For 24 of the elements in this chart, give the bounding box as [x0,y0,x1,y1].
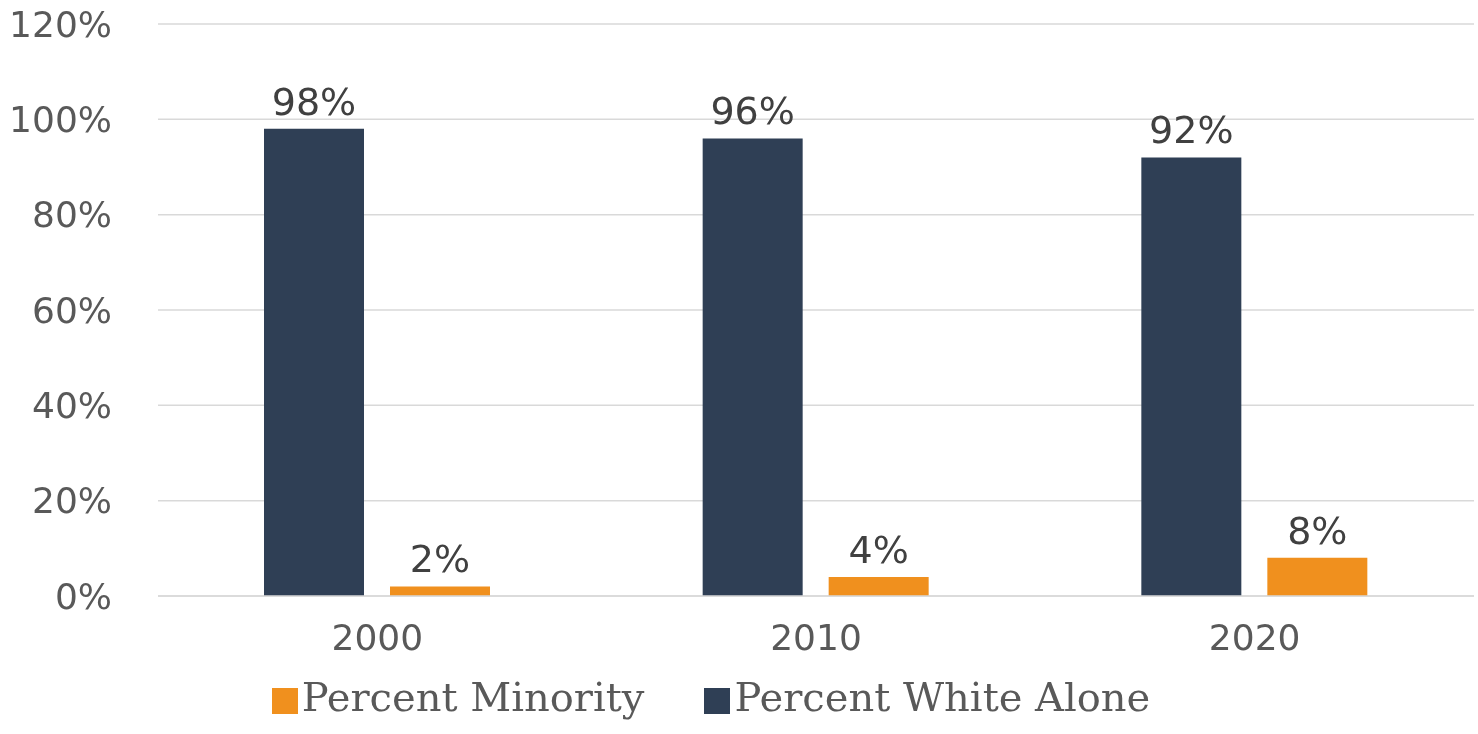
x-tick-label: 2000 [331,616,424,658]
data-label: 92% [1149,108,1234,153]
bar [1141,157,1242,596]
y-tick-label: 120% [9,3,112,45]
x-tick-label: 2010 [770,616,862,658]
data-label: 96% [710,89,795,134]
y-tick-label: 60% [31,289,112,331]
y-tick-label: 80% [31,194,112,236]
bar [828,576,929,596]
legend-label: Percent White Alone [734,674,1151,720]
bar [264,128,364,596]
y-tick-label: 20% [31,480,112,522]
legend-label: Percent Minority [301,674,645,720]
data-label: 98% [271,79,357,124]
y-tick-label: 0% [54,575,112,617]
x-tick-label: 2020 [1208,616,1301,658]
data-label: 2% [409,537,471,582]
y-tick-label: 40% [31,385,112,427]
bar [390,586,490,596]
bar [1267,557,1368,596]
y-tick-label: 100% [9,99,112,141]
bar [702,138,803,596]
data-label: 8% [1287,508,1348,553]
data-label: 4% [848,527,909,572]
